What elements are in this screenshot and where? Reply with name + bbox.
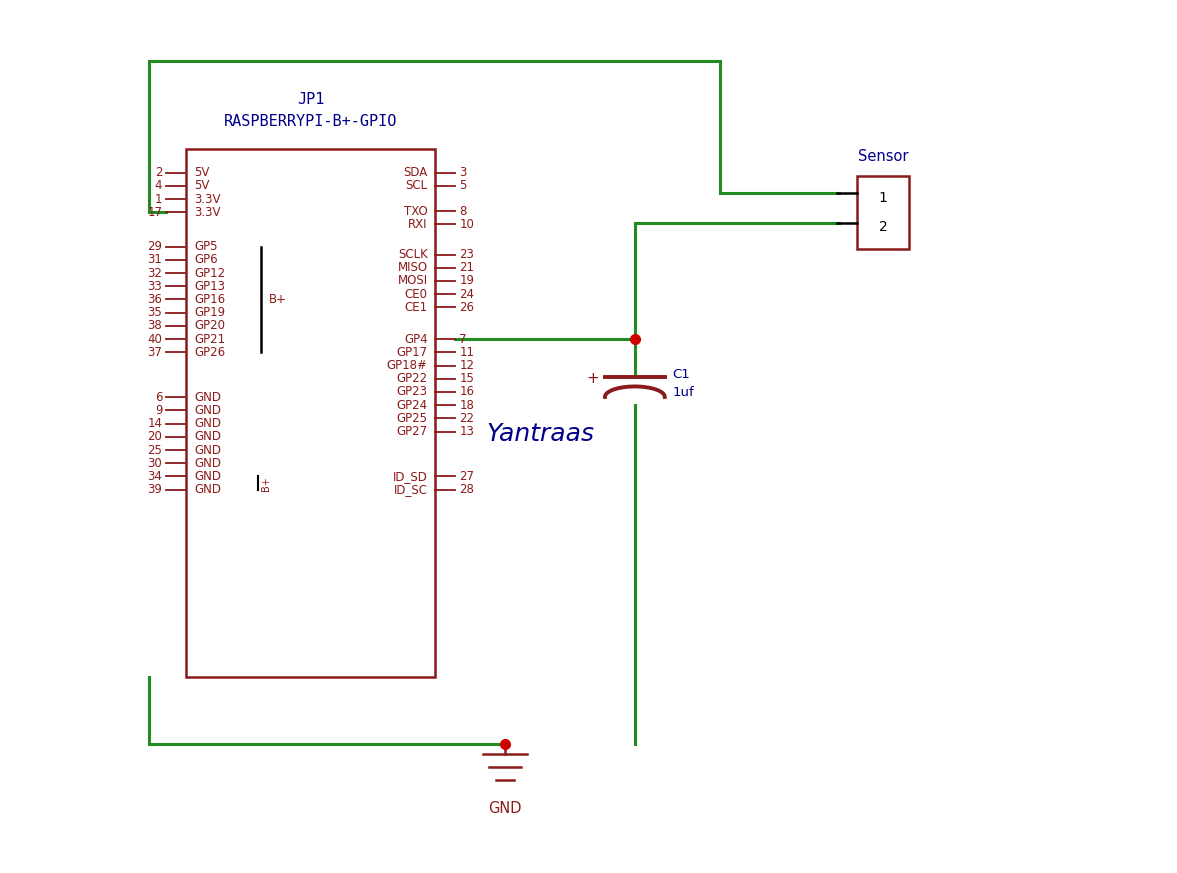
Text: B+: B+ [261,477,271,491]
Text: 38: 38 [147,320,162,333]
Text: 3.3V: 3.3V [194,206,221,219]
Bar [186,149,435,677]
Text: GND: GND [194,430,221,443]
Text: 12: 12 [459,359,474,372]
Text: GP25: GP25 [397,412,427,425]
Text: 9: 9 [155,404,162,417]
Text: JP1: JP1 [298,92,325,107]
Text: SCL: SCL [405,179,427,192]
Text: 10: 10 [459,218,474,231]
Text: C1: C1 [673,368,691,382]
Text: GP24: GP24 [397,399,427,412]
Text: MOSI: MOSI [398,274,427,287]
Text: 28: 28 [459,483,474,496]
Text: SDA: SDA [404,166,427,179]
Text: GP18#: GP18# [386,359,427,372]
Text: TXO: TXO [404,205,427,217]
Text: 2: 2 [879,220,887,234]
Text: SCLK: SCLK [398,248,427,261]
Text: 1uf: 1uf [673,387,694,400]
Text: 34: 34 [147,470,162,483]
Text: 20: 20 [147,430,162,443]
Text: GND: GND [194,470,221,483]
Text: 16: 16 [459,386,474,398]
Text: GND: GND [488,801,523,816]
Text: 4: 4 [155,179,162,192]
Text: 22: 22 [459,412,474,425]
Text: ID_SD: ID_SD [393,470,427,483]
Text: GP5: GP5 [194,240,218,253]
Text: 23: 23 [459,248,474,261]
Text: GND: GND [194,443,221,457]
Text: GP22: GP22 [397,372,427,385]
Text: 36: 36 [147,293,162,306]
Text: 5V: 5V [194,166,210,179]
Text: GP21: GP21 [194,333,225,346]
Text: GP6: GP6 [194,253,218,266]
Text: GND: GND [194,483,221,496]
Text: B+: B+ [270,293,287,306]
Text: 1: 1 [155,193,162,206]
Text: GP26: GP26 [194,346,225,359]
Text: 5: 5 [459,179,467,192]
Text: GND: GND [194,417,221,430]
Text: GP17: GP17 [397,346,427,359]
Text: 1: 1 [878,190,887,204]
Text: 25: 25 [147,443,162,457]
Text: 39: 39 [147,483,162,496]
Text: 19: 19 [459,274,474,287]
Text: 15: 15 [459,372,474,385]
Text: 3.3V: 3.3V [194,193,221,206]
Text: 21: 21 [459,261,474,274]
Text: RXI: RXI [408,218,427,231]
Text: CE0: CE0 [405,288,427,300]
Text: 30: 30 [147,457,162,470]
Text: GP23: GP23 [397,386,427,398]
Text: GP16: GP16 [194,293,225,306]
Text: MISO: MISO [398,261,427,274]
Text: 37: 37 [147,346,162,359]
Text: 11: 11 [459,346,474,359]
Text: 8: 8 [459,205,467,217]
Text: 14: 14 [147,417,162,430]
Text: 33: 33 [147,279,162,292]
Text: 13: 13 [459,425,474,438]
Text: 17: 17 [147,206,162,219]
Text: 27: 27 [459,470,474,483]
Text: 2: 2 [155,166,162,179]
Text: 40: 40 [147,333,162,346]
Text: 29: 29 [147,240,162,253]
Text: 24: 24 [459,288,474,300]
Text: 6: 6 [155,391,162,403]
Text: 35: 35 [147,306,162,320]
Text: GND: GND [194,404,221,417]
Text: 26: 26 [459,301,474,314]
Text: RASPBERRYPI-B+-GPIO: RASPBERRYPI-B+-GPIO [224,114,398,129]
Text: Yantraas: Yantraas [486,423,594,446]
Text: GP4: GP4 [404,333,427,346]
Text: GP13: GP13 [194,279,225,292]
Text: GP19: GP19 [194,306,225,320]
Text: 32: 32 [147,266,162,279]
Text: CE1: CE1 [405,301,427,314]
Text: 3: 3 [459,166,467,179]
Text: GP12: GP12 [194,266,225,279]
Text: GP27: GP27 [397,425,427,438]
Text: GND: GND [194,457,221,470]
Text: ID_SC: ID_SC [393,483,427,496]
Text: 18: 18 [459,399,474,412]
Bar [857,175,909,249]
Text: Sensor: Sensor [858,149,909,164]
Text: GND: GND [194,391,221,403]
Text: 31: 31 [147,253,162,266]
Text: GP20: GP20 [194,320,225,333]
Text: +: + [586,372,599,387]
Text: 7: 7 [459,333,467,346]
Text: 5V: 5V [194,179,210,192]
